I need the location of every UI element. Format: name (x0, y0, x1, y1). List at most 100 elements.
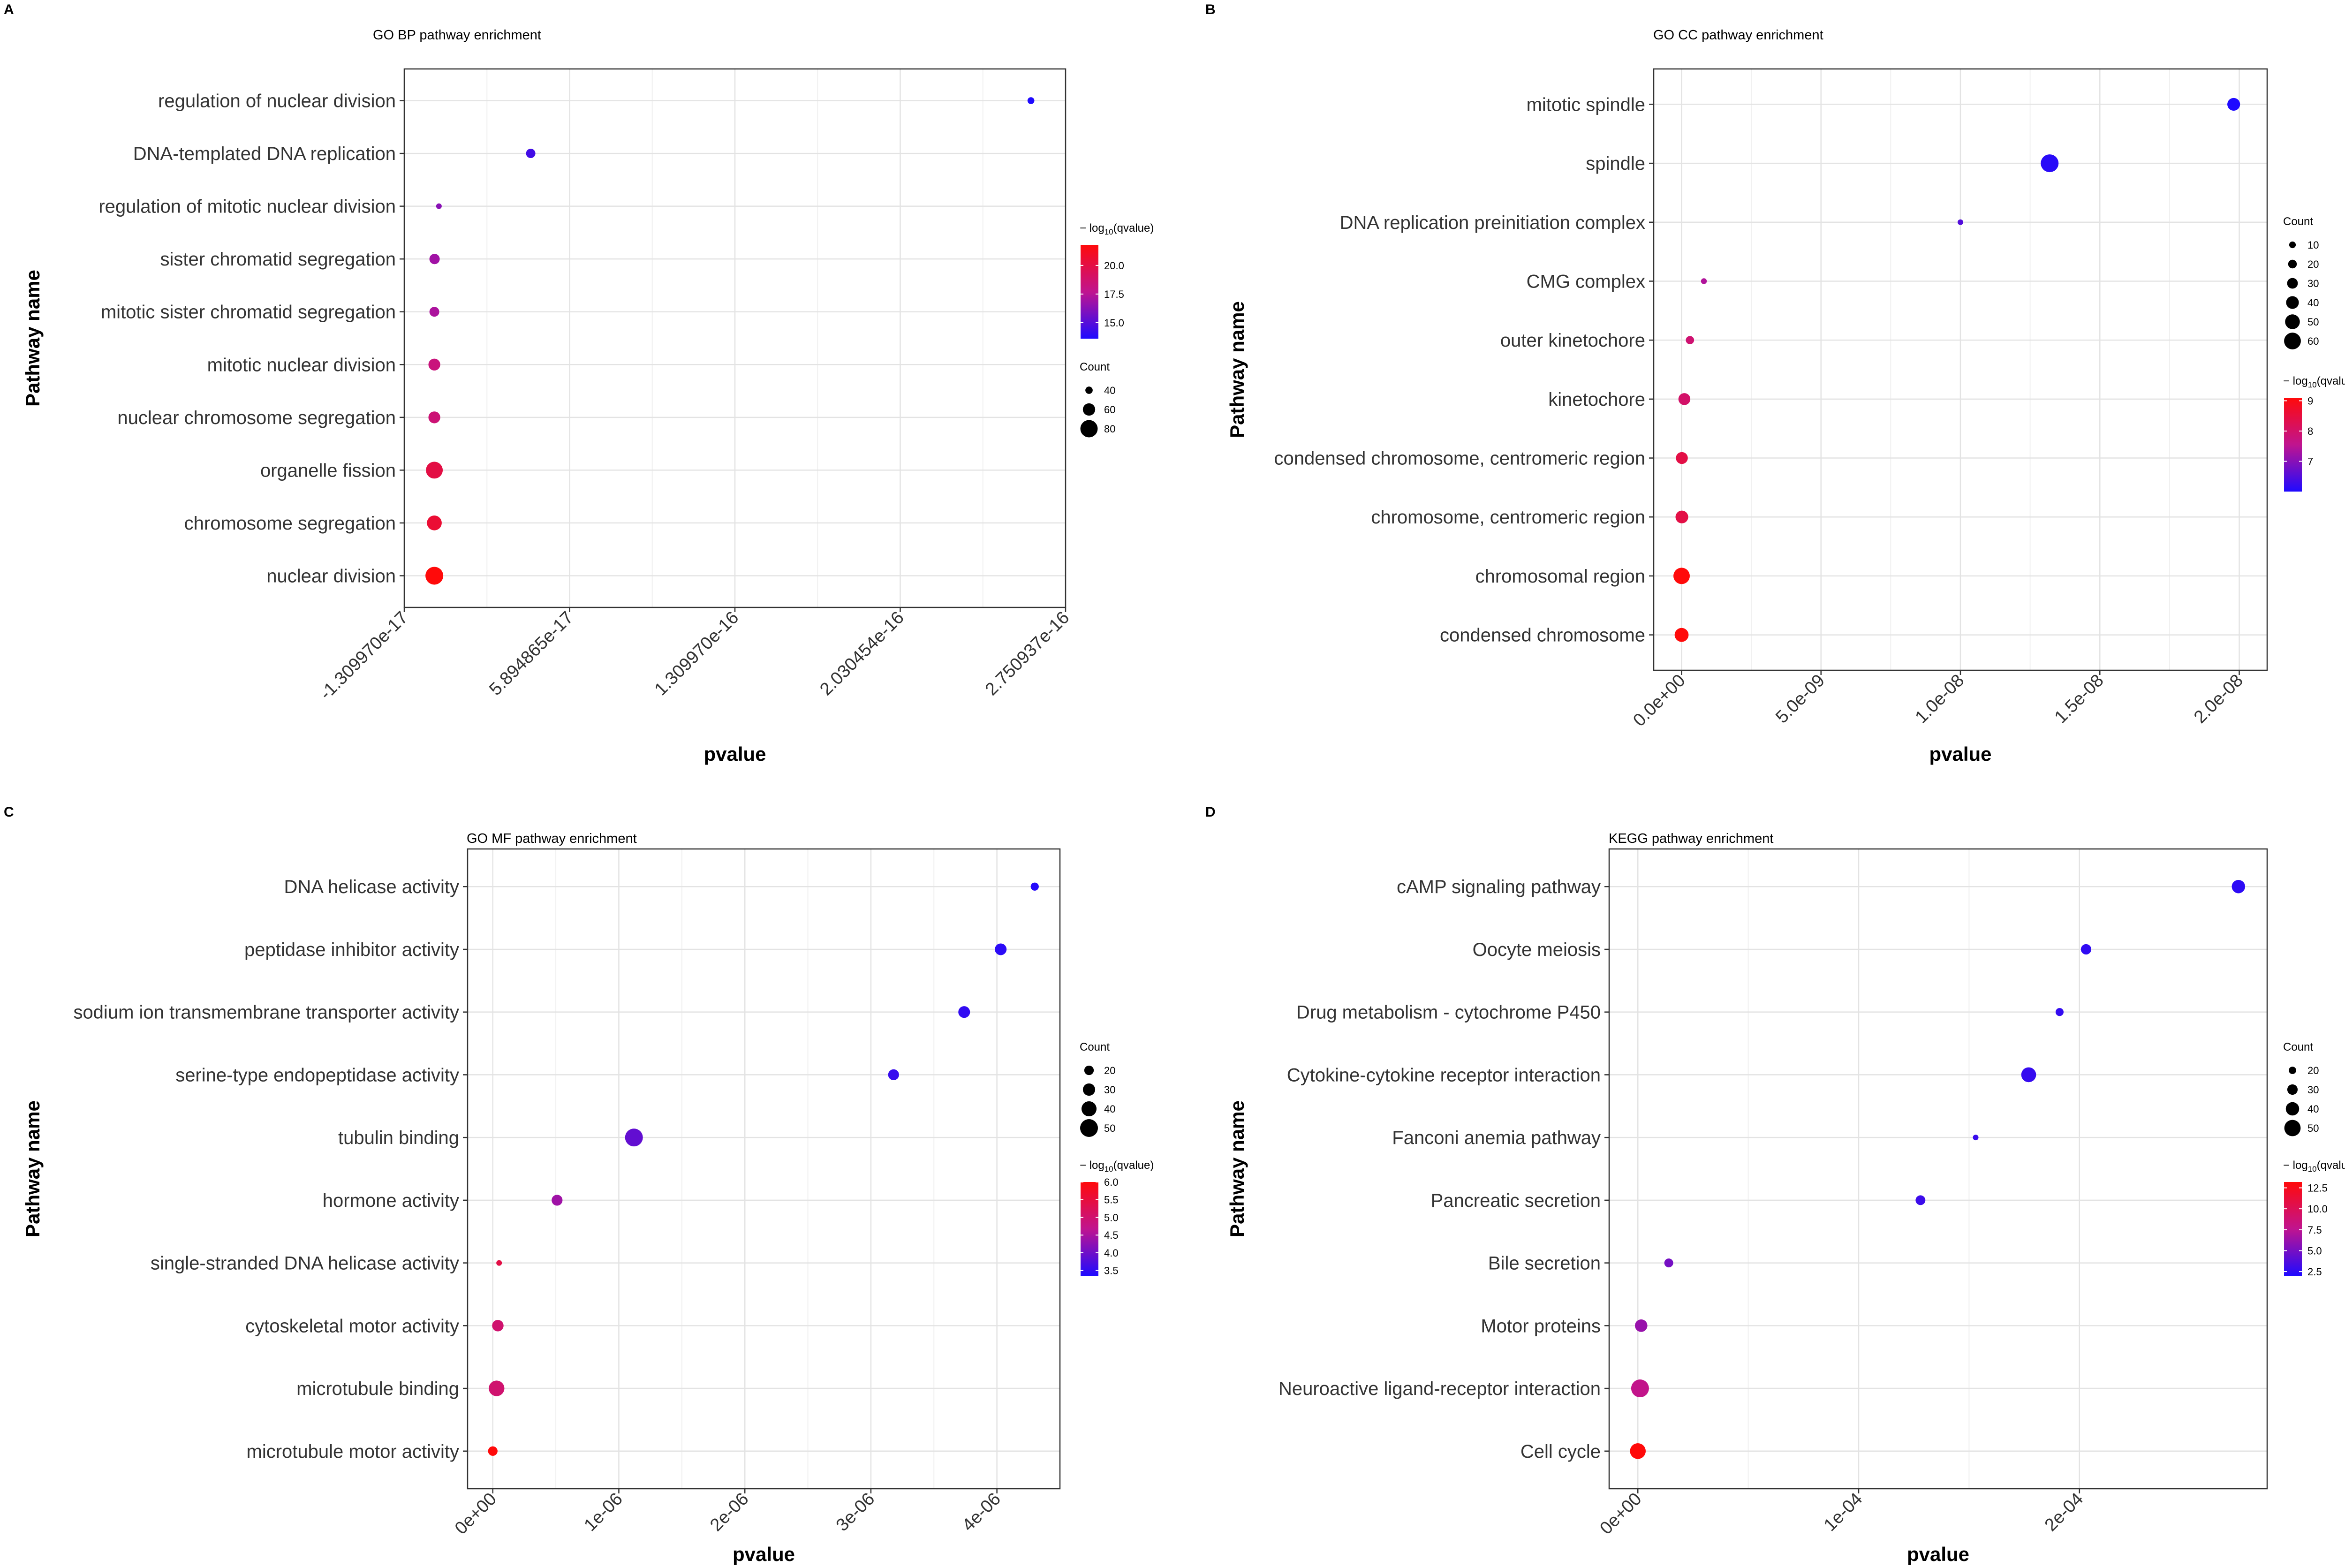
size-legend-dot (1082, 1083, 1096, 1096)
color-legend-title-prefix: − log (1080, 222, 1104, 235)
size-legend-label: 40 (1104, 1103, 1115, 1115)
data-point (489, 1380, 505, 1396)
x-tick-label: 1e-06 (580, 1489, 626, 1535)
category-label: Fanconi anemia pathway (1392, 1128, 1601, 1148)
size-legend: Count 20 30 40 50 (2283, 1041, 2319, 1136)
size-legend-label: 30 (2307, 278, 2319, 289)
color-bar (1081, 245, 1098, 339)
category-label: DNA-templated DNA replication (133, 144, 396, 164)
x-axis-label: pvalue (1929, 743, 1991, 765)
size-legend-dot (1085, 386, 1093, 394)
data-point (425, 567, 444, 585)
category-label: Neuroactive ligand-receptor interaction (1278, 1379, 1601, 1399)
color-legend-title-suffix: (qvalue) (2317, 375, 2345, 387)
color-bar-tick-label: 10.0 (2307, 1203, 2328, 1215)
category-label: organelle fission (260, 460, 396, 481)
plot-border (1608, 848, 2268, 1490)
category-label: regulation of mitotic nuclear division (98, 197, 396, 217)
size-legend-title: Count (2283, 1041, 2313, 1053)
color-legend-title: − log10(qvalue) (2283, 1159, 2345, 1174)
color-legend-title-prefix: − log (2283, 1159, 2308, 1172)
data-point (428, 411, 440, 424)
data-point (428, 358, 440, 371)
data-point (1686, 336, 1694, 344)
size-legend-dot (2285, 1102, 2300, 1116)
color-legend: − log10(qvalue) 2.5 5.0 7.5 10.0 12.5 (2283, 1159, 2345, 1278)
color-legend: − log10(qvalue) 7 8 9 (2283, 375, 2345, 492)
category-label: Cell cycle (1520, 1441, 1601, 1462)
data-point (958, 1006, 970, 1018)
category-label: peptidase inhibitor activity (244, 939, 459, 960)
color-bar-tick-label: 15.0 (1104, 317, 1124, 329)
plot-border (467, 848, 1061, 1490)
category-label: spindle (1586, 153, 1645, 174)
color-legend-title-suffix: (qvalue) (2317, 1159, 2345, 1172)
data-point (1701, 278, 1707, 284)
data-point (1664, 1258, 1673, 1268)
category-label: tubulin binding (338, 1128, 459, 1148)
size-legend: Count 10 20 30 40 50 60 (2283, 215, 2319, 349)
color-legend-title-suffix: (qvalue) (1113, 1159, 1154, 1172)
x-tick-label: 1.309970e-16 (651, 608, 743, 700)
size-legend-label: 40 (2307, 297, 2319, 309)
size-legend-dot (1084, 1065, 1094, 1076)
size-legend-label: 50 (1104, 1122, 1115, 1134)
color-bar-tick-label: 12.5 (2307, 1182, 2328, 1194)
color-bar-tick-label: 3.5 (1104, 1265, 1119, 1277)
category-label: chromosomal region (1475, 566, 1645, 587)
category-label: nuclear chromosome segregation (117, 408, 396, 428)
panel-d: D KEGG pathway enrichment 0e+00 1e-04 2e-04 c… (1205, 804, 2345, 1565)
category-label: single-stranded DNA helicase activity (151, 1253, 459, 1274)
x-tick-label: 5.894865e-17 (485, 608, 577, 700)
chart-title: GO MF pathway enrichment (467, 831, 637, 846)
color-bar-tick-label: 7 (2307, 455, 2313, 467)
size-legend-label: 30 (2307, 1084, 2319, 1096)
x-tick-label: 2e-04 (2041, 1489, 2087, 1535)
data-point (552, 1195, 563, 1206)
data-point (2232, 879, 2246, 894)
x-tick-label: 2.0e-08 (2190, 671, 2247, 727)
category-label: Cytokine-cytokine receptor interaction (1287, 1065, 1601, 1085)
category-label: condensed chromosome (1440, 625, 1645, 646)
size-legend-label: 50 (2307, 1122, 2319, 1134)
category-label: DNA replication preinitiation complex (1340, 212, 1645, 233)
size-legend-dot (2285, 314, 2300, 329)
x-tick-label: 0e+00 (451, 1489, 500, 1538)
color-legend: − log10(qvalue) 3.5 4.0 4.5 5.0 5.5 6.0 (1080, 1159, 1154, 1277)
data-point (436, 203, 442, 209)
category-label: sister chromatid segregation (160, 249, 396, 270)
y-axis-label: Pathway name (22, 1100, 44, 1237)
data-point (1634, 1319, 1648, 1332)
x-axis-label: pvalue (1907, 1543, 1969, 1565)
size-legend-dot (2287, 1084, 2298, 1095)
data-point (2021, 1067, 2036, 1083)
category-label: kinetochore (1548, 389, 1645, 410)
panel-a: A GO BP pathway enrichment -1.309970e-17 5.… (4, 2, 1154, 765)
color-legend-title-suffix: (qvalue) (1113, 222, 1154, 235)
color-legend-title-sub: 10 (2308, 1165, 2317, 1174)
size-legend-label: 30 (1104, 1084, 1115, 1096)
data-point (2041, 154, 2059, 173)
color-bar-tick-label: 17.5 (1104, 288, 1124, 300)
category-label: regulation of nuclear division (158, 91, 396, 112)
y-axis-label: Pathway name (1226, 301, 1248, 438)
data-point (888, 1069, 899, 1081)
data-point (1676, 452, 1688, 464)
color-bar-tick-label: 6.0 (1104, 1176, 1119, 1188)
size-legend-dot (2284, 1120, 2301, 1136)
color-legend-title-sub: 10 (1104, 227, 1113, 236)
size-legend-label: 80 (1104, 423, 1115, 435)
size-legend-label: 60 (1104, 404, 1115, 416)
data-point (526, 149, 536, 159)
size-legend-dot (1080, 1119, 1098, 1137)
category-label: mitotic sister chromatid segregation (101, 302, 396, 323)
data-point (2055, 1008, 2064, 1016)
x-tick-label: 5.0e-09 (1772, 671, 1829, 727)
data-point (1030, 882, 1039, 891)
size-legend-title: Count (1080, 361, 1110, 373)
size-legend-label: 60 (2307, 335, 2319, 347)
category-label: Oocyte meiosis (1473, 939, 1601, 960)
x-tick-label: 2e-06 (706, 1489, 752, 1535)
color-bar-tick-label: 5.0 (1104, 1212, 1119, 1223)
x-tick-label: 1e-04 (1820, 1489, 1866, 1535)
